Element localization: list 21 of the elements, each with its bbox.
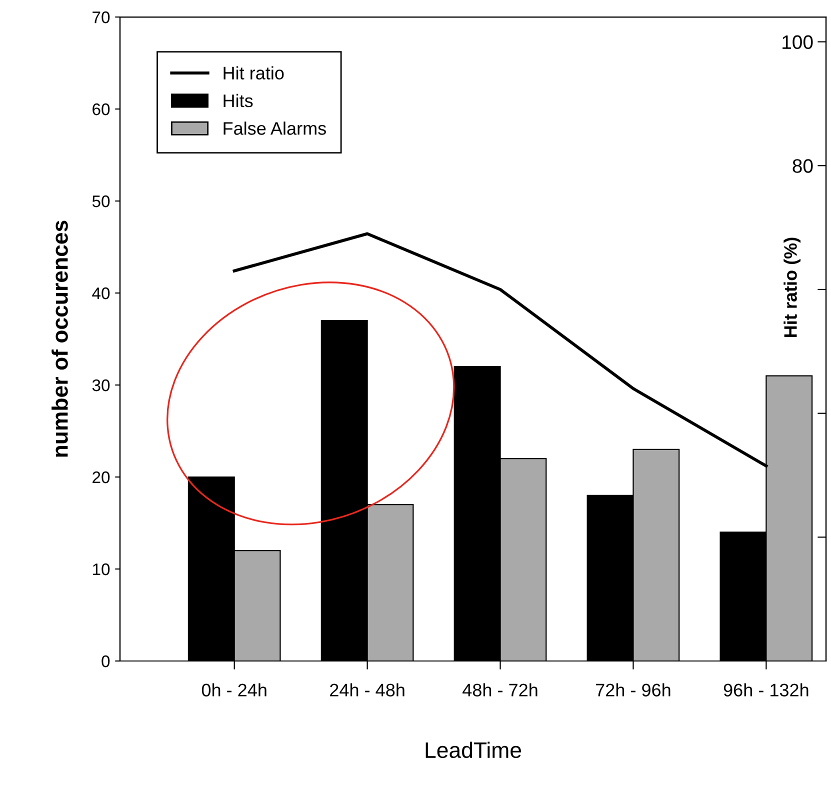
legend-label: Hit ratio [224,66,284,80]
legend-label: Hits [224,94,253,108]
y-tick-label: 10 [93,563,110,576]
y2-tick-label: 80 [792,159,813,173]
y-axis-title: number of occurences [52,220,68,457]
x-tick-label: 24h - 48h [330,683,404,696]
x-tick-label: 0h - 24h [202,683,266,696]
x-tick-label: 72h - 96h [596,683,670,696]
y-tick-label: 30 [92,379,110,392]
y-tick-label: 0 [102,655,110,668]
y-tick-label: 70 [92,11,110,24]
y2-tick-label: 100 [782,35,813,50]
x-axis-title: LeadTime [426,742,522,758]
y2-axis-title: Hit ratio (%) [784,238,800,337]
y-tick-label: 60 [92,103,110,116]
legend-label: False Alarms [224,122,326,135]
x-tick-label: 96h - 132h [724,683,808,696]
y-tick-label: 40 [92,287,110,300]
y-tick-label: 20 [92,471,110,484]
y-tick-label: 50 [92,195,110,208]
x-tick-label: 48h - 72h [462,683,538,696]
